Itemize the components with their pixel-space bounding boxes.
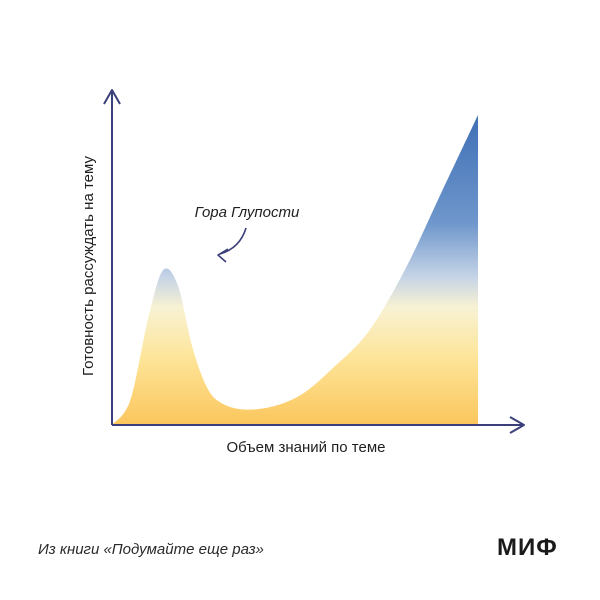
annotation-arrow	[219, 227, 247, 255]
knowledge-area-fill	[112, 115, 478, 425]
y-axis-label: Готовность рассуждать на тему	[80, 156, 97, 376]
source-caption: Из книги «Подумайте еще раз»	[38, 541, 264, 558]
annotation-label: Гора Глупости	[195, 204, 300, 221]
publisher-logo: МИФ	[497, 534, 558, 561]
annotation-arrow-head	[217, 248, 229, 263]
x-axis-label: Объем знаний по теме	[226, 439, 385, 456]
y-axis	[103, 89, 121, 425]
x-axis	[112, 416, 525, 434]
